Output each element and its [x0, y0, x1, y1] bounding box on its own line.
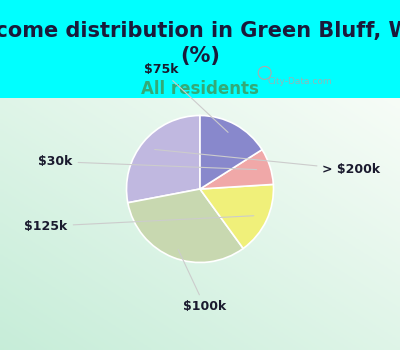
Wedge shape [128, 189, 243, 262]
Text: $75k: $75k [144, 63, 228, 132]
Wedge shape [126, 116, 200, 203]
Text: City-Data.com: City-Data.com [268, 77, 332, 86]
Text: $125k: $125k [24, 216, 254, 233]
Wedge shape [200, 116, 262, 189]
Text: $30k: $30k [38, 155, 257, 170]
Wedge shape [200, 149, 273, 189]
Text: > $200k: > $200k [155, 149, 381, 176]
Text: Income distribution in Green Bluff, WA
(%): Income distribution in Green Bluff, WA (… [0, 21, 400, 66]
Text: $100k: $100k [178, 250, 226, 313]
Text: All residents: All residents [141, 80, 259, 98]
Wedge shape [200, 184, 274, 248]
